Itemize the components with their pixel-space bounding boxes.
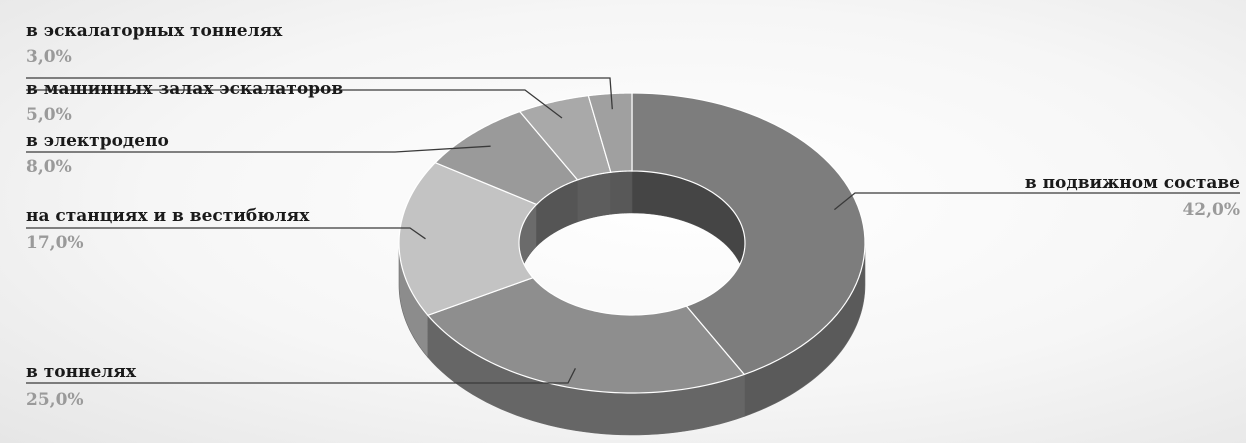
inner-wall-machine-rooms-b [577, 171, 612, 223]
data-label-name-machine-rooms: в машинных залах эскалаторов [26, 79, 343, 99]
leader-line-escalator-tunnels [26, 77, 613, 110]
data-label-name-rolling-stock: в подвижном составе [1025, 173, 1240, 193]
data-label-value-tunnels: 25,0% [26, 390, 84, 410]
leader-line-machine-rooms [26, 89, 563, 119]
data-label-name-depot: в электродепо [26, 131, 169, 151]
data-label-value-depot: 8,0% [26, 157, 72, 177]
leader-line-rolling-stock [833, 192, 1240, 211]
slice-escalator-tunnels [587, 92, 633, 173]
data-label-name-escalator-tunnels: в эскалаторных тоннелях [26, 21, 283, 41]
data-label-value-rolling-stock: 42,0% [1182, 200, 1240, 220]
data-labels: в подвижном составе 42,0% в тоннелях 25,0% н… [26, 21, 1240, 410]
data-label-name-tunnels: в тоннелях [26, 362, 137, 382]
leader-lines [26, 77, 1240, 384]
leader-line-depot [26, 145, 491, 153]
data-label-value-machine-rooms: 5,0% [26, 105, 72, 125]
donut-tops [398, 92, 866, 394]
data-label-value-escalator-tunnels: 3,0% [26, 47, 72, 67]
inner-wall-escalator-tunnels-b [610, 170, 633, 215]
data-label-value-stations: 17,0% [26, 233, 84, 253]
donut-sides [398, 170, 866, 436]
leader-line-tunnels [26, 368, 576, 384]
data-label-name-stations: на станциях и в вестибюлях [26, 206, 310, 226]
leader-line-stations [26, 227, 426, 240]
